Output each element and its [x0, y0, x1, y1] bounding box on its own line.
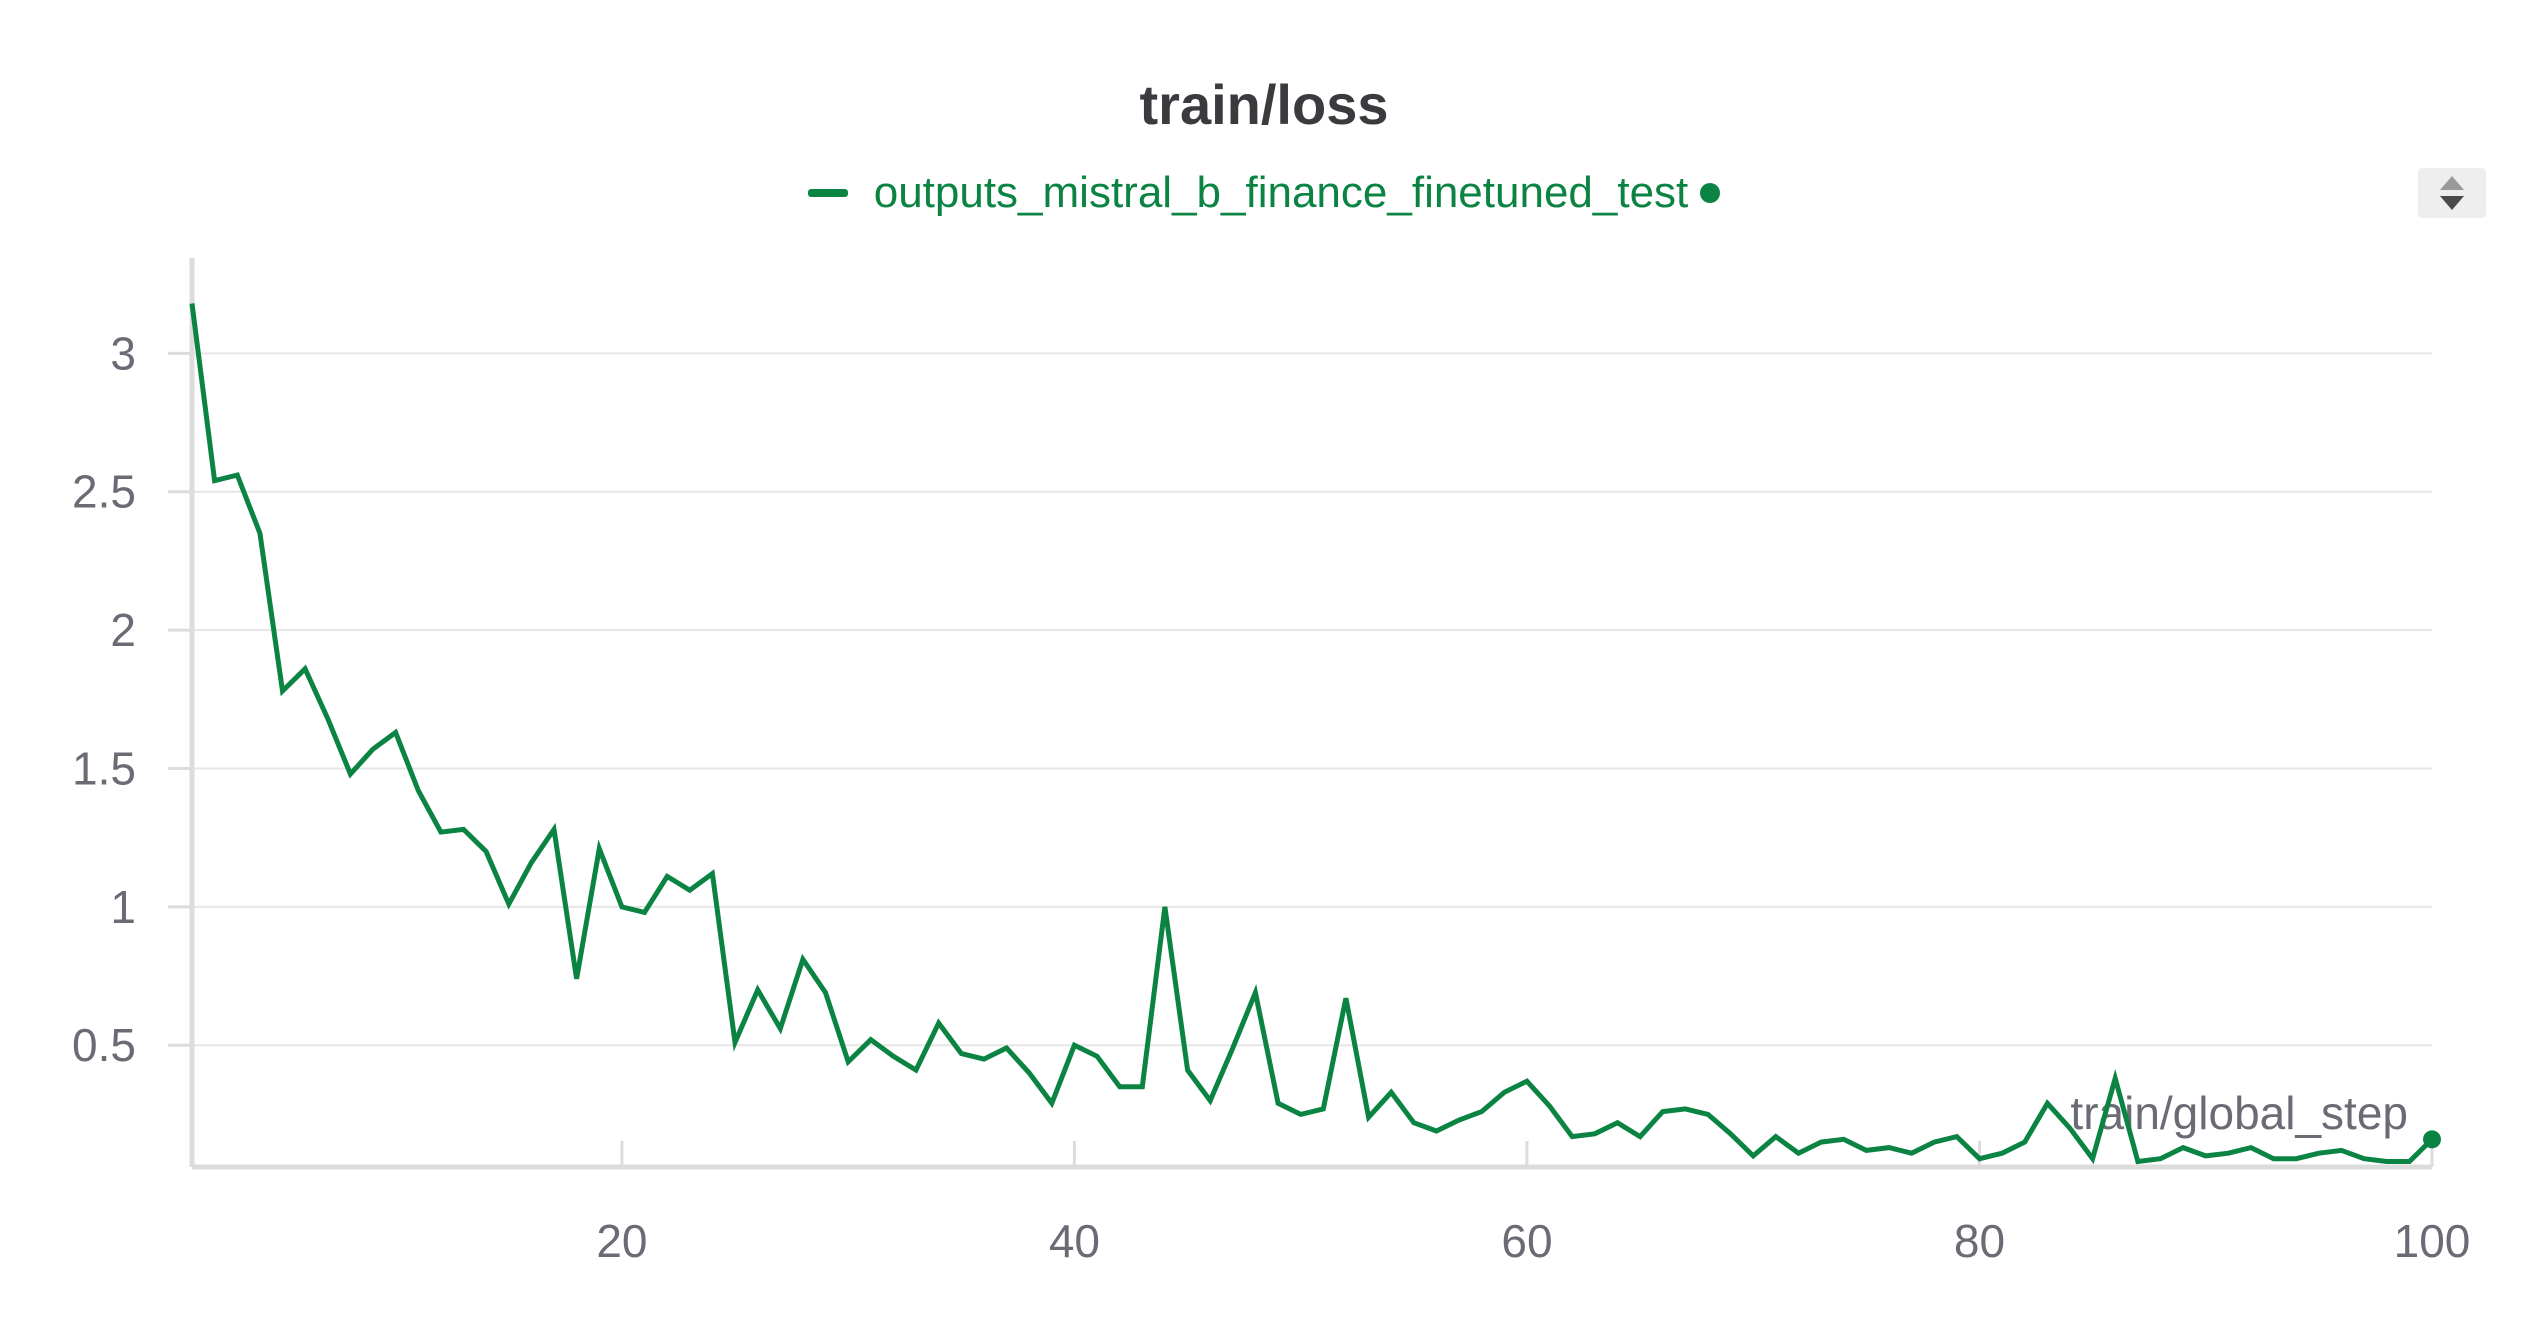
y-tick-label: 1: [110, 881, 136, 933]
y-tick-label: 3: [110, 327, 136, 379]
legend-scroll-button[interactable]: [2418, 168, 2486, 218]
y-tick-label: 2.5: [72, 466, 136, 518]
chevron-down-icon: [2440, 196, 2464, 210]
y-tick-label: 2: [110, 604, 136, 656]
chevron-up-icon: [2440, 176, 2464, 190]
chart-legend: outputs_mistral_b_finance_finetuned_test: [0, 168, 2528, 218]
x-tick-label: 80: [1954, 1215, 2005, 1267]
chart-title: train/loss: [1139, 73, 1389, 136]
x-tick-label: 20: [596, 1215, 647, 1267]
x-tick-label: 40: [1049, 1215, 1100, 1267]
x-tick-label: 60: [1501, 1215, 1552, 1267]
series-endpoint-marker: [2423, 1130, 2441, 1149]
y-tick-label: 1.5: [72, 742, 136, 794]
y-tick-label: 0.5: [72, 1019, 136, 1071]
legend-series-swatch: [807, 189, 848, 197]
legend-series-label[interactable]: outputs_mistral_b_finance_finetuned_test: [873, 168, 1689, 217]
series-line: [189, 303, 2434, 1165]
legend-series-dot: [1700, 183, 1721, 203]
x-tick-label: 100: [2394, 1215, 2471, 1267]
